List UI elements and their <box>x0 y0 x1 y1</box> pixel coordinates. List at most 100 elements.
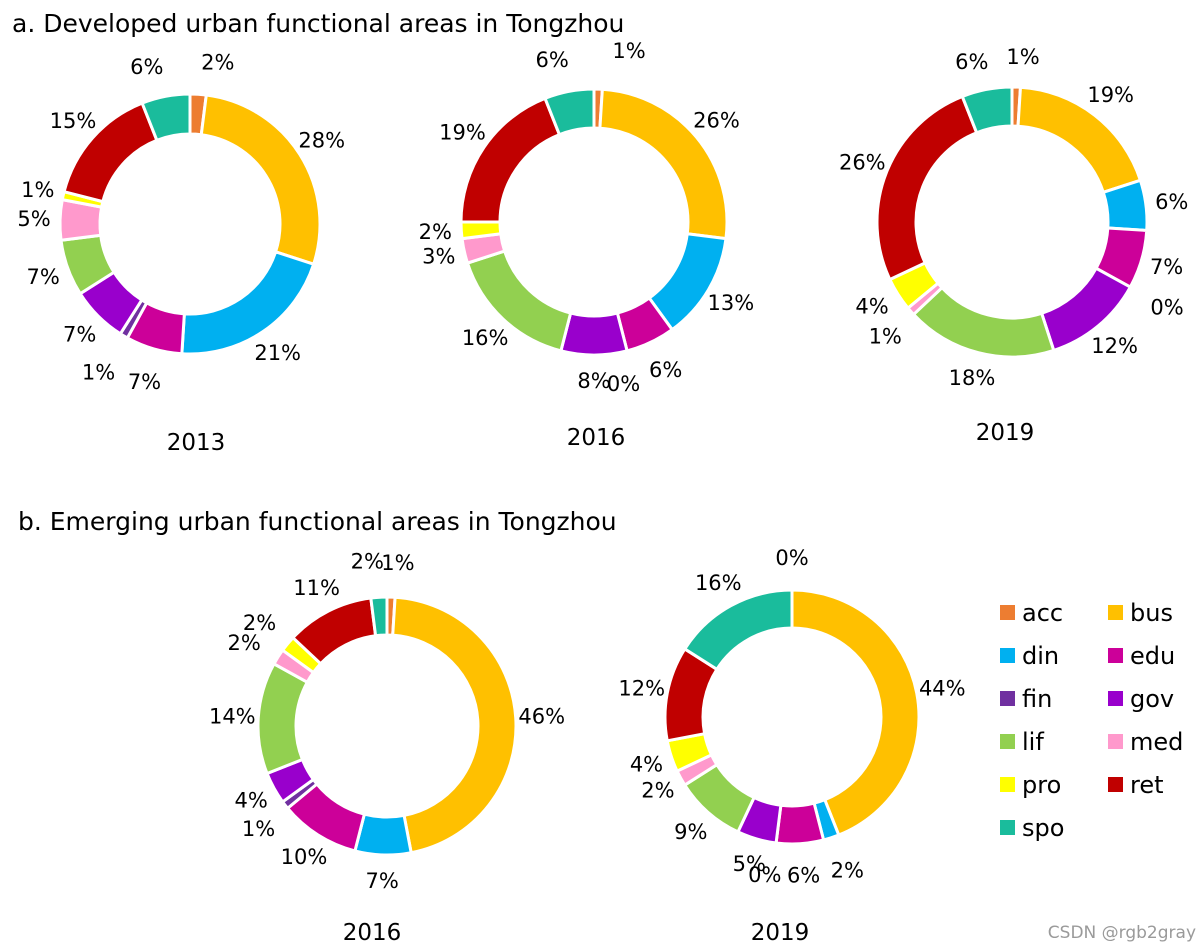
slice-label-med: 2% <box>227 631 260 655</box>
legend-label-fin: fin <box>1022 685 1052 713</box>
slice-label-gov: 7% <box>63 322 96 346</box>
legend-label-bus: bus <box>1130 599 1173 627</box>
slice-label-fin: 0% <box>1150 296 1183 320</box>
slice-label-med: 3% <box>422 245 455 269</box>
slice-label-ret: 11% <box>293 576 340 600</box>
slice-edu <box>774 801 826 846</box>
slice-label-fin: 1% <box>82 360 115 384</box>
legend-swatch-ret <box>1108 777 1123 792</box>
slice-label-med: 1% <box>869 324 902 348</box>
legend-swatch-acc <box>1000 605 1015 620</box>
slice-label-pro: 4% <box>630 752 663 776</box>
slice-label-spo: 6% <box>955 50 988 74</box>
donut-chart-a-2013: 2% 28% 21% 7% 1% 7% 7% 5% 1% 15% 6% 2013 <box>17 50 345 456</box>
slice-label-gov: 12% <box>1091 334 1138 358</box>
slice-label-med: 5% <box>17 207 50 231</box>
legend-label-lif: lif <box>1022 728 1044 756</box>
legend-swatch-edu <box>1108 648 1123 663</box>
slice-label-bus: 19% <box>1087 83 1134 107</box>
slice-label-lif: 9% <box>674 820 707 844</box>
slice-label-din: 2% <box>831 859 864 883</box>
legend-swatch-lif <box>1000 734 1015 749</box>
legend-label-edu: edu <box>1130 642 1175 670</box>
slice-label-lif: 16% <box>462 326 509 350</box>
slice-label-acc: 1% <box>612 39 645 63</box>
donut-chart-a-2016: 1% 26% 13% 6% 0%8% 16% 3%2% 19% 6% 2016 <box>419 39 755 451</box>
slice-spo <box>682 588 794 672</box>
legend-label-med: med <box>1130 728 1183 756</box>
chart-year-label: 2016 <box>567 425 626 451</box>
section-a-title: a. Developed urban functional areas in T… <box>12 9 624 38</box>
slice-label-din: 7% <box>365 869 398 893</box>
slice-label-spo: 16% <box>695 571 742 595</box>
slice-label-spo: 2% <box>351 549 384 573</box>
slice-ret <box>459 96 562 224</box>
chart-year-label: 2013 <box>167 430 226 456</box>
slice-label-pro: 4% <box>855 294 888 318</box>
slice-label-pro: 2% <box>243 611 276 635</box>
slice-lif <box>256 661 310 776</box>
slice-label-gov: 4% <box>235 789 268 813</box>
slice-label-fin: 0% <box>748 863 781 887</box>
slice-bus <box>391 595 518 855</box>
slice-spo <box>960 85 1014 135</box>
legend-swatch-fin <box>1000 691 1015 706</box>
slice-label-acc: 0% <box>775 546 808 570</box>
slice-spo <box>543 87 596 137</box>
slice-label-fin: 0% <box>607 372 640 396</box>
legend-swatch-gov <box>1108 691 1123 706</box>
chart-year-label: 2019 <box>751 920 810 946</box>
slice-label-edu: 6% <box>649 358 682 382</box>
slice-din <box>180 249 316 356</box>
slice-label-edu: 6% <box>787 864 820 888</box>
slice-label-gov: 8% <box>577 369 610 393</box>
legend-swatch-din <box>1000 648 1015 663</box>
slice-label-edu: 7% <box>1150 255 1183 279</box>
legend-swatch-med <box>1108 734 1123 749</box>
slice-gov <box>559 311 629 357</box>
legend-label-spo: spo <box>1022 814 1064 842</box>
slice-lif <box>911 285 1056 359</box>
slice-label-din: 21% <box>254 341 301 365</box>
slice-label-spo: 6% <box>536 48 569 72</box>
slice-label-bus: 28% <box>298 128 345 152</box>
slice-label-edu: 10% <box>281 845 328 869</box>
slice-label-pro: 1% <box>21 178 54 202</box>
slice-label-gov: 5% <box>733 852 766 876</box>
slice-label-med: 2% <box>641 779 674 803</box>
slice-label-lif: 14% <box>209 704 256 728</box>
slice-label-acc: 2% <box>201 50 234 74</box>
slice-label-acc: 1% <box>381 551 414 575</box>
chart-year-label: 2019 <box>976 420 1035 446</box>
slice-label-ret: 19% <box>439 121 486 145</box>
slice-label-lif: 18% <box>949 366 996 390</box>
donut-chart-b-2016: 1%46%7%10%1%4%14%2%2%11%2%2016 <box>209 549 565 946</box>
chart-year-label: 2016 <box>343 920 402 946</box>
section-b-title: b. Emerging urban functional areas in To… <box>18 507 617 536</box>
slice-label-bus: 26% <box>693 109 740 133</box>
donut-chart-a-2019: 1% 19% 6% 7% 0% 12% 18% 1% 4% 26% 6% 2019 <box>839 45 1188 446</box>
slice-label-fin: 1% <box>242 817 275 841</box>
slice-label-ret: 12% <box>618 676 665 700</box>
legend: acc bus din edu fin gov lif med pro ret spo <box>1000 599 1183 842</box>
slice-bus <box>790 588 921 838</box>
slice-label-lif: 7% <box>27 265 60 289</box>
slice-label-acc: 1% <box>1006 45 1039 69</box>
slice-ret <box>875 94 979 282</box>
legend-label-ret: ret <box>1130 771 1164 799</box>
slice-label-ret: 26% <box>839 151 886 175</box>
slice-label-din: 6% <box>1155 190 1188 214</box>
slice-spo <box>140 92 192 143</box>
slice-label-spo: 6% <box>130 55 163 79</box>
watermark: CSDN @rgb2gray <box>1048 923 1196 943</box>
slice-spo <box>369 595 389 638</box>
slice-label-din: 13% <box>708 291 755 315</box>
legend-swatch-bus <box>1108 605 1123 620</box>
legend-swatch-spo <box>1000 820 1015 835</box>
slice-label-edu: 7% <box>128 370 161 394</box>
legend-label-din: din <box>1022 642 1059 670</box>
slice-label-bus: 46% <box>518 704 565 728</box>
donut-chart-b-2019: 0%44%2%6%0%5%9%2%4%12%16%2019 <box>618 546 965 946</box>
slice-label-bus: 44% <box>919 676 966 700</box>
